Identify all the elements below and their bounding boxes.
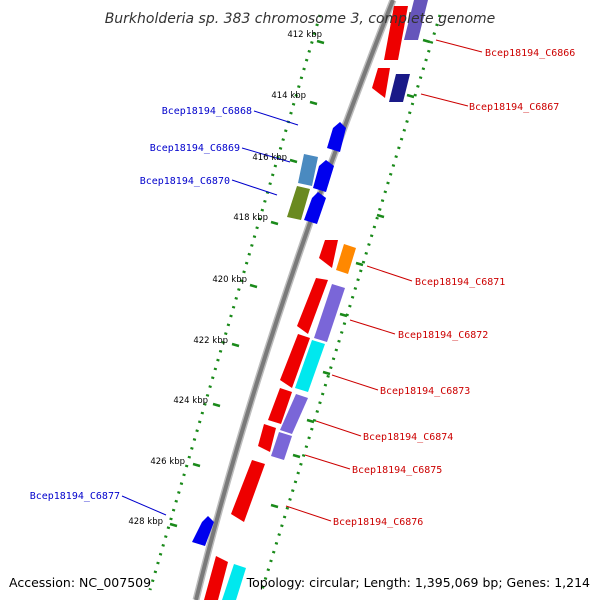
gene-arrow-C6867[interactable] (372, 68, 390, 98)
tick-label: 426 kbp (150, 457, 185, 467)
gene-arrow-C6873[interactable] (295, 340, 325, 392)
gene-arrow-C6870-b[interactable] (304, 192, 326, 224)
forward-genes (204, 0, 428, 600)
leader-lines (121, 39, 483, 522)
gene-arrow-bottom-a[interactable] (204, 556, 228, 600)
gene-arrow-C6867-b[interactable] (389, 74, 410, 102)
chromosome-backbone (192, 0, 397, 600)
gene-arrow-C6866-b[interactable] (404, 0, 428, 40)
chromosome-backbone-core (194, 0, 395, 600)
gene-arrow-C6872[interactable] (314, 284, 345, 342)
forward-gene-labels: Bcep18194_C6866 Bcep18194_C6867 Bcep1819… (333, 48, 575, 528)
gene-label-C6867[interactable]: Bcep18194_C6867 (469, 102, 559, 113)
gene-arrow-C6866[interactable] (384, 6, 408, 60)
tick-label: 414 kbp (271, 91, 306, 101)
tick-label: 420 kbp (212, 275, 247, 285)
gene-arrow-C6877[interactable] (192, 516, 214, 546)
gene-label-C6866[interactable]: Bcep18194_C6866 (485, 48, 575, 59)
map-title: Burkholderia sp. 383 chromosome 3, compl… (105, 11, 496, 27)
gene-label-C6875[interactable]: Bcep18194_C6875 (352, 465, 442, 476)
gene-arrow-C6868[interactable] (327, 122, 346, 152)
gene-label-C6874[interactable]: Bcep18194_C6874 (363, 432, 453, 443)
gene-label-C6877[interactable]: Bcep18194_C6877 (30, 491, 120, 502)
tick-label: 428 kbp (128, 517, 163, 527)
gene-arrow-C6872-a[interactable] (297, 278, 328, 334)
gene-arrow-C6869[interactable] (298, 154, 318, 186)
gene-arrow-C6871[interactable] (336, 244, 356, 274)
gene-arrow-bottom-b[interactable] (222, 564, 246, 600)
reverse-genes (192, 122, 346, 546)
gene-arrow-C6870[interactable] (287, 186, 310, 220)
accession-text: Accession: NC_007509 (9, 575, 151, 590)
tick-label: 422 kbp (193, 336, 228, 346)
gene-label-C6868[interactable]: Bcep18194_C6868 (162, 106, 252, 117)
tick-labels: 412 kbp 414 kbp 416 kbp 418 kbp 420 kbp … (128, 30, 322, 527)
tick-marks (169, 38, 431, 528)
gene-label-C6869[interactable]: Bcep18194_C6869 (150, 143, 240, 154)
topology-text: Topology: circular; Length: 1,395,069 bp… (246, 575, 590, 590)
gene-label-C6876[interactable]: Bcep18194_C6876 (333, 517, 423, 528)
gene-arrow-C6875[interactable] (271, 432, 292, 460)
tick-label: 412 kbp (287, 30, 322, 40)
gene-arrow-C6869-b[interactable] (313, 160, 334, 192)
gene-arrow-C6874-a[interactable] (268, 388, 292, 424)
gene-arrow-C6874[interactable] (280, 394, 308, 434)
gene-label-C6873[interactable]: Bcep18194_C6873 (380, 386, 470, 397)
gene-arrow-C6876[interactable] (231, 460, 265, 522)
gene-arrow-C6875-a[interactable] (258, 424, 276, 452)
tick-label: 424 kbp (173, 396, 208, 406)
gene-label-C6872[interactable]: Bcep18194_C6872 (398, 330, 488, 341)
gene-arrow-C6871-a[interactable] (319, 240, 338, 268)
reverse-gene-labels: Bcep18194_C6868 Bcep18194_C6869 Bcep1819… (30, 106, 252, 502)
gene-arrow-C6873-a[interactable] (280, 334, 310, 388)
gene-label-C6870[interactable]: Bcep18194_C6870 (140, 176, 230, 187)
gene-label-C6871[interactable]: Bcep18194_C6871 (415, 277, 505, 288)
tick-label: 416 kbp (252, 153, 287, 163)
tick-label: 418 kbp (233, 213, 268, 223)
